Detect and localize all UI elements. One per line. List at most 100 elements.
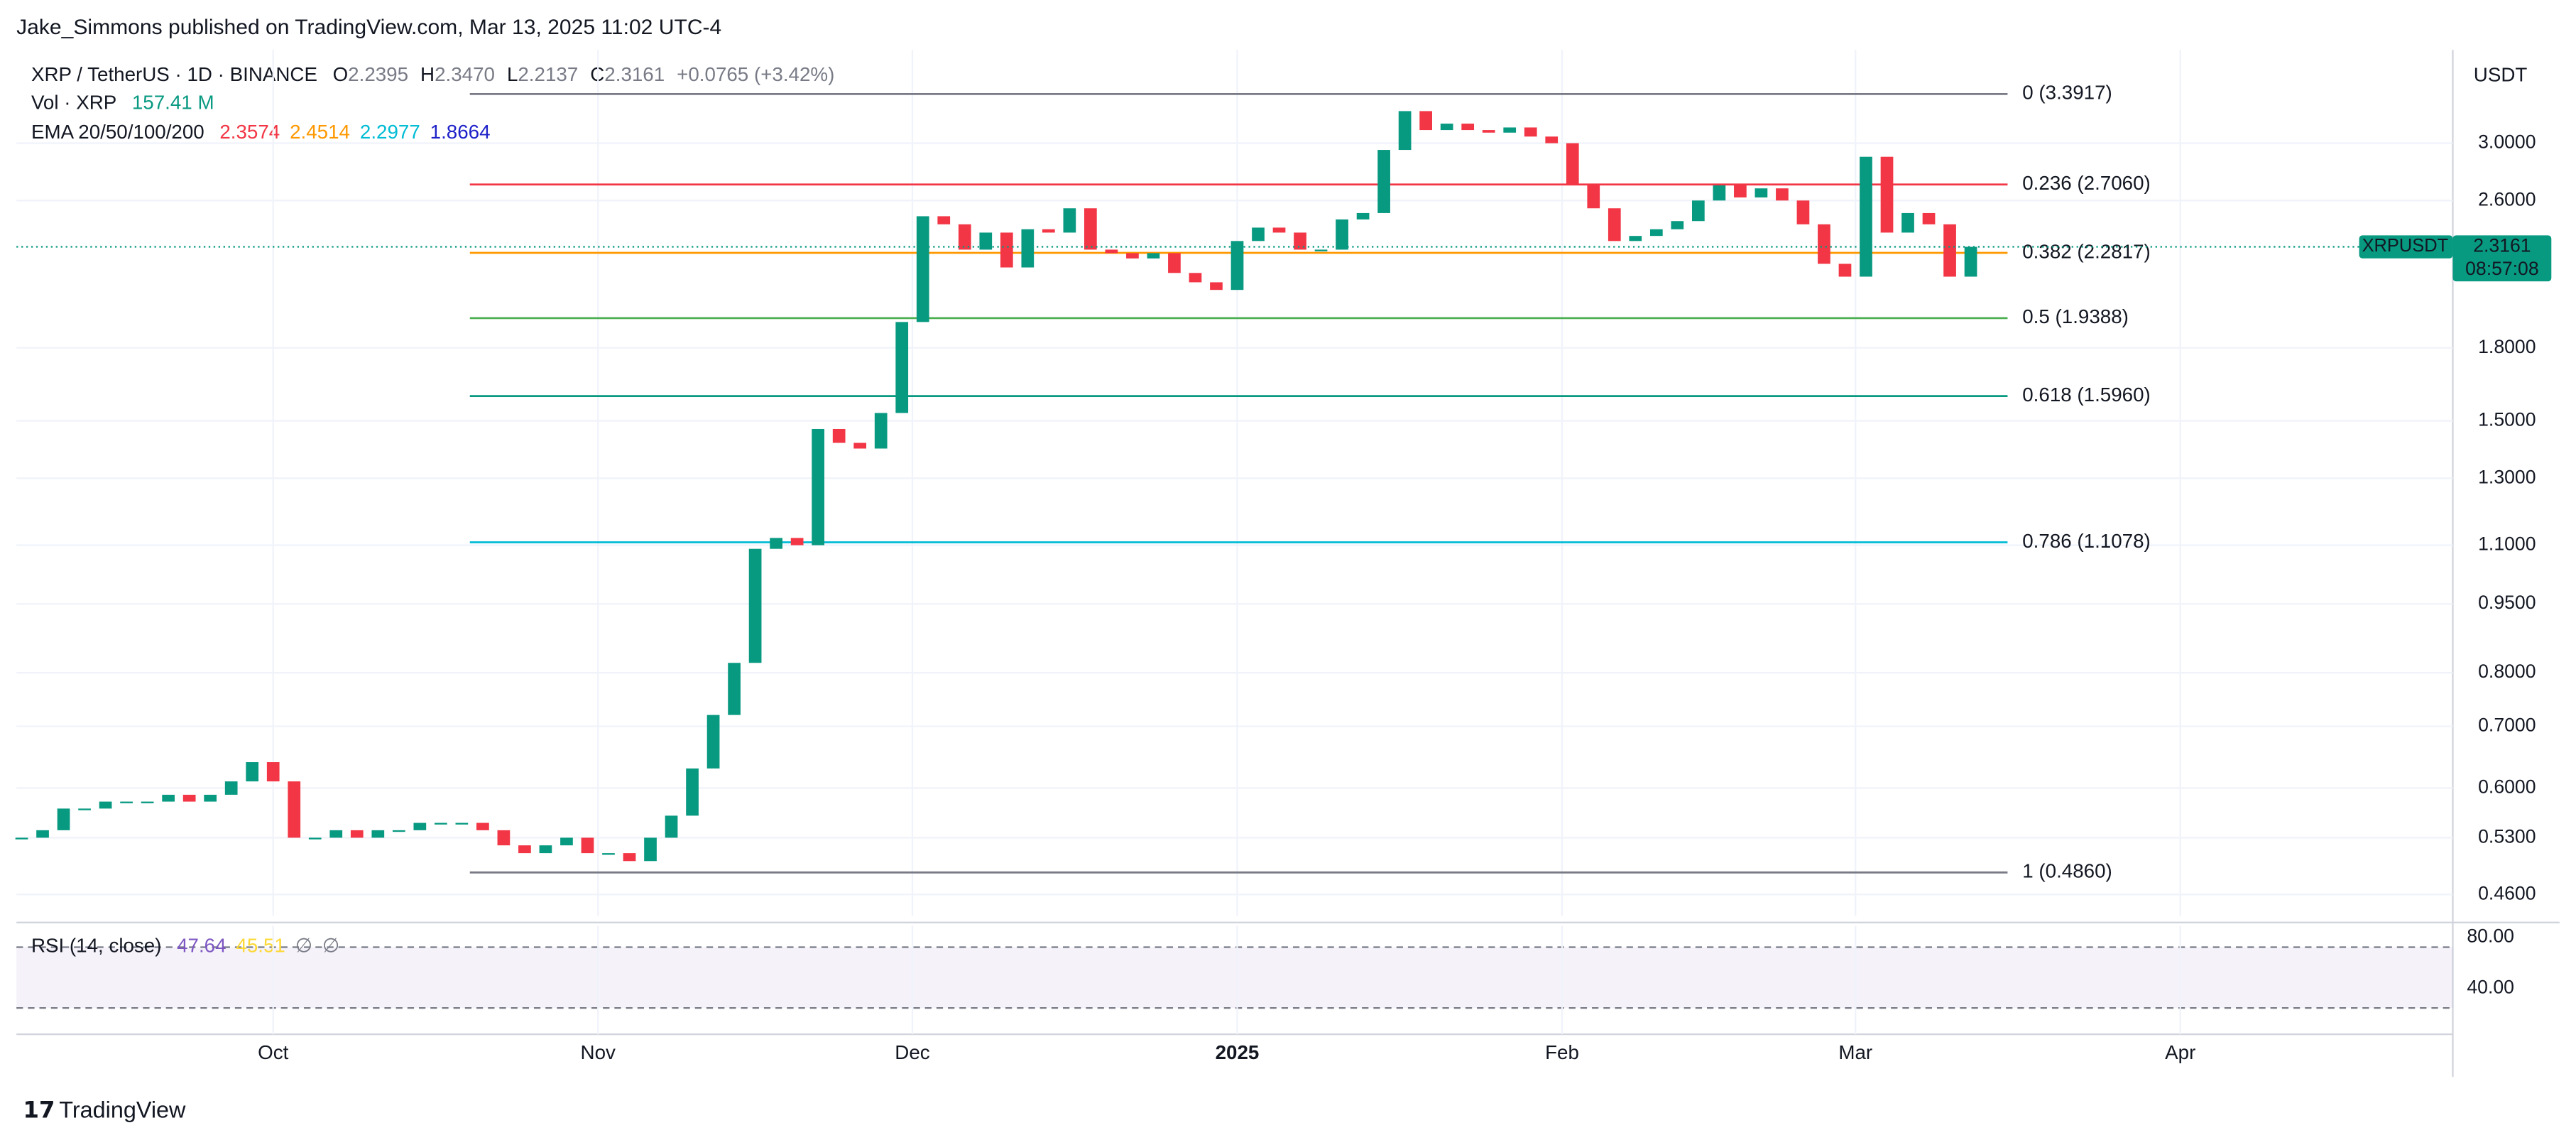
candle xyxy=(497,830,511,846)
candle xyxy=(728,663,741,715)
candle xyxy=(1838,264,1852,277)
candle xyxy=(812,428,825,545)
price-badge-text: 2.3161 xyxy=(2473,235,2531,256)
footer: 𝟭𝟳 TradingView xyxy=(23,1097,186,1122)
volume-value: 157.41 M xyxy=(132,92,214,114)
candle xyxy=(1796,200,1810,224)
x-tick-label: Mar xyxy=(1838,1041,1872,1063)
ema-line: EMA 20/50/100/200 2.3574 2.4514 2.2977 1.86… xyxy=(31,121,491,143)
rsi-band xyxy=(16,947,2453,1009)
candle xyxy=(665,815,678,838)
candle xyxy=(1356,212,1370,219)
x-tick-label: Feb xyxy=(1545,1041,1579,1063)
change: +0.0765 (+3.42%) xyxy=(677,64,834,86)
candle xyxy=(1126,253,1139,259)
x-tick-label: Nov xyxy=(581,1041,616,1063)
symbol-badge-text: XRPUSDT xyxy=(2362,236,2449,256)
candle xyxy=(1398,111,1412,151)
candle xyxy=(182,794,196,802)
candle xyxy=(1901,212,1914,233)
y-tick-label: 3.0000 xyxy=(2478,131,2536,153)
candle xyxy=(1230,241,1244,291)
ema-value: 2.2977 xyxy=(360,121,420,143)
candle xyxy=(853,443,867,449)
candle xyxy=(99,801,112,809)
ema-value: 1.8664 xyxy=(430,121,491,143)
candle xyxy=(141,801,154,803)
candle xyxy=(1147,253,1160,259)
ohlc-label: L xyxy=(507,64,518,86)
candle xyxy=(15,837,28,840)
candle xyxy=(329,830,343,838)
fib-label: 0.382 (2.2817) xyxy=(2022,240,2151,262)
candle xyxy=(1524,127,1537,137)
footer-text: TradingView xyxy=(59,1097,186,1122)
y-tick-label: 1.3000 xyxy=(2478,466,2536,487)
candle xyxy=(916,216,929,322)
candle xyxy=(770,538,782,549)
candle xyxy=(1503,127,1517,133)
candle xyxy=(36,830,49,838)
candle xyxy=(1210,282,1223,291)
candle xyxy=(748,548,762,663)
ema-label: EMA 20/50/100/200 xyxy=(31,121,204,143)
candle xyxy=(308,837,322,840)
candle xyxy=(895,322,909,413)
rsi-label: RSI (14, close) xyxy=(31,935,162,957)
candle xyxy=(1377,150,1390,213)
candle xyxy=(434,823,447,825)
y-tick-label: 1.1000 xyxy=(2478,533,2536,555)
y-tick-label: 2.6000 xyxy=(2478,188,2536,210)
candle xyxy=(224,781,238,795)
candle xyxy=(120,801,133,803)
rsi-value: ∅ xyxy=(322,935,339,957)
candle xyxy=(539,845,552,854)
candle xyxy=(1671,221,1684,229)
candle xyxy=(1314,249,1328,251)
candle xyxy=(1608,208,1621,241)
candle xyxy=(371,830,385,838)
candle xyxy=(476,823,489,830)
candle xyxy=(1021,229,1035,268)
x-tick-label: Oct xyxy=(258,1041,288,1063)
candle xyxy=(246,762,259,782)
y-tick-label: 1.8000 xyxy=(2478,336,2536,357)
y-tick-label: 0.7000 xyxy=(2478,715,2536,736)
ohlc-value: 2.3161 xyxy=(604,64,665,86)
candle xyxy=(1964,246,1977,277)
candle xyxy=(1168,253,1181,273)
ohlc-value: 2.3470 xyxy=(435,64,495,86)
candle xyxy=(1880,156,1894,233)
candle xyxy=(1272,227,1286,233)
ema-value: 2.4514 xyxy=(290,121,350,143)
rsi-tick-label: 40.00 xyxy=(2467,976,2514,997)
candle xyxy=(1461,124,1475,131)
candle xyxy=(1294,232,1306,250)
candle xyxy=(979,232,993,250)
fib-label: 0.786 (1.1078) xyxy=(2022,530,2151,552)
candle xyxy=(706,715,720,769)
candle xyxy=(1692,200,1705,222)
y-tick-label: 1.5000 xyxy=(2478,409,2536,430)
candle xyxy=(1105,249,1118,254)
legend-line: XRP / TetherUS · 1D · BINANCE O2.2395 H2… xyxy=(31,64,834,86)
candle xyxy=(455,823,469,825)
candle xyxy=(78,808,91,810)
candle xyxy=(288,781,301,838)
y-tick-label: 0.5300 xyxy=(2478,825,2536,847)
y-tick-label: 0.4600 xyxy=(2478,882,2536,903)
y-tick-label: 0.6000 xyxy=(2478,776,2536,797)
symbol-badge xyxy=(2359,235,2453,259)
candle xyxy=(1943,224,1956,277)
candle xyxy=(392,830,405,832)
ohlc-value: 2.2395 xyxy=(348,64,408,86)
candle xyxy=(1419,111,1432,131)
candle xyxy=(937,216,951,224)
candle xyxy=(1440,124,1453,131)
candle xyxy=(1922,212,1936,224)
candle xyxy=(832,428,846,443)
candle xyxy=(1629,236,1642,241)
rsi-value: ∅ xyxy=(295,935,312,957)
candle xyxy=(1754,188,1768,197)
